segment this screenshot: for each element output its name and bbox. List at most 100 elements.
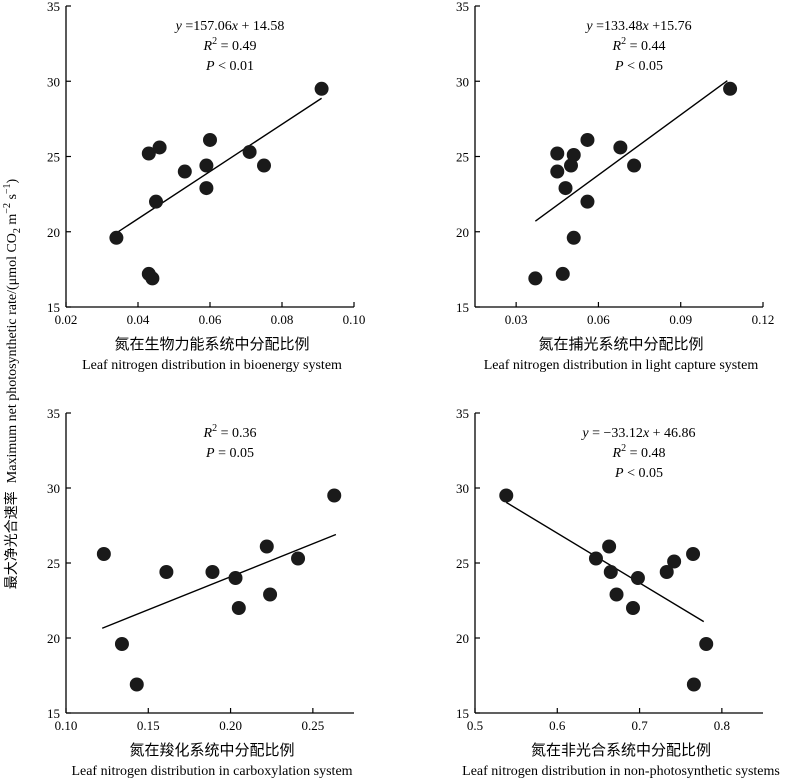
- y-tick-label: 35: [456, 0, 469, 14]
- data-point: [242, 144, 257, 159]
- svg-text:最大净光合速率Maximum net photosynthe: 最大净光合速率 Maximum net photosynthetic rate/(…: [2, 178, 23, 589]
- data-point: [627, 158, 642, 173]
- y-tick-label: 15: [47, 300, 60, 315]
- p-value-label: P = 0.05: [205, 446, 254, 461]
- regression-line: [505, 501, 705, 623]
- data-point: [145, 271, 160, 286]
- x-tick-label: 0.10: [343, 312, 366, 327]
- r-squared-label: R2 = 0.49: [203, 36, 257, 54]
- data-point: [613, 140, 628, 155]
- data-point: [659, 565, 674, 579]
- x-axis-label-en: Leaf nitrogen distribution in light capt…: [484, 358, 759, 373]
- y-label-mid2: s: [5, 194, 20, 203]
- y-label-sup2: −1: [2, 183, 13, 194]
- y-label-sub: 2: [12, 228, 23, 233]
- x-tick-label: 0.7: [631, 718, 648, 733]
- x-tick-label: 0.8: [714, 718, 730, 733]
- data-point: [114, 637, 129, 651]
- y-tick-label: 30: [47, 74, 60, 89]
- data-point: [566, 147, 581, 162]
- x-tick-label: 0.02: [55, 312, 78, 327]
- y-tick-label: 20: [456, 225, 469, 240]
- data-point: [228, 571, 243, 585]
- x-tick-label: 0.09: [669, 312, 692, 327]
- y-label-cn: 最大净光合速率: [3, 491, 20, 589]
- chart-panel-4: 15 20 25 30 35 0.5 0.6 0.7 0.8 y = −33.12x + 46.8…: [456, 406, 780, 779]
- data-point: [205, 565, 220, 579]
- data-point: [603, 565, 618, 579]
- data-point: [291, 551, 306, 566]
- data-point: [203, 132, 217, 147]
- x-tick-label: 0.10: [55, 718, 78, 733]
- x-tick-label: 0.5: [467, 718, 483, 733]
- x-axis-label-cn: 氮在生物力能系统中分配比例: [114, 335, 309, 353]
- data-point: [152, 140, 167, 155]
- y-tick-label: 20: [456, 631, 469, 646]
- y-tick-label: 25: [47, 556, 60, 571]
- data-point: [314, 81, 329, 96]
- data-point: [558, 181, 573, 196]
- y-tick-label: 30: [456, 481, 469, 496]
- y-tick-label: 20: [47, 631, 60, 646]
- data-point: [259, 539, 274, 554]
- data-point: [564, 158, 578, 173]
- x-tick-label: 0.06: [199, 312, 222, 327]
- data-point: [609, 587, 624, 602]
- y-tick-label: 25: [456, 150, 469, 165]
- data-point: [630, 571, 645, 585]
- y-label-en: Maximum net photosynthetic rate/(μmol CO: [5, 233, 20, 483]
- data-point: [686, 547, 701, 561]
- r-squared-label: R2 = 0.44: [612, 36, 666, 54]
- x-axis-label-en: Leaf nitrogen distribution in non-photos…: [462, 764, 780, 779]
- y-label-end: ): [5, 178, 20, 183]
- data-point: [580, 132, 595, 147]
- data-point: [555, 266, 570, 281]
- data-point: [199, 158, 214, 173]
- chart-panel-1: 15 20 25 30 35 0.02 0.04 0.06 0.08 0.10 y =157.06x…: [47, 0, 365, 373]
- p-value-label: P < 0.05: [614, 466, 663, 481]
- data-point: [686, 677, 701, 692]
- data-point: [588, 551, 603, 566]
- data-point: [625, 601, 640, 615]
- data-point: [550, 164, 565, 179]
- x-tick-label: 0.20: [219, 718, 242, 733]
- p-value-label: P < 0.05: [614, 59, 663, 74]
- data-point: [96, 547, 111, 561]
- data-point: [550, 146, 565, 161]
- data-point: [580, 194, 595, 209]
- data-point: [177, 164, 192, 179]
- regression-line: [116, 97, 322, 234]
- y-tick-label: 35: [47, 406, 60, 421]
- data-point: [667, 554, 682, 569]
- x-axis-label-cn: 氮在羧化系统中分配比例: [129, 741, 294, 759]
- data-point: [699, 637, 714, 651]
- x-tick-label: 0.04: [127, 312, 150, 327]
- x-axis-label-cn: 氮在非光合系统中分配比例: [531, 741, 711, 759]
- y-tick-label: 15: [456, 706, 469, 721]
- data-point: [723, 81, 738, 96]
- x-tick-label: 0.06: [587, 312, 610, 327]
- y-tick-label: 35: [47, 0, 60, 14]
- x-axis-label-cn: 氮在捕光系统中分配比例: [538, 335, 703, 353]
- y-tick-label: 30: [47, 481, 60, 496]
- x-axis-label-en: Leaf nitrogen distribution in carboxylat…: [71, 764, 352, 779]
- x-tick-label: 0.03: [505, 312, 528, 327]
- data-point: [566, 230, 581, 245]
- y-label-mid: m: [5, 214, 20, 229]
- p-value-label: P < 0.01: [205, 59, 254, 74]
- y-tick-label: 15: [47, 706, 60, 721]
- y-tick-label: 20: [47, 225, 60, 240]
- y-label-sup1: −2: [2, 203, 13, 214]
- regression-equation: y = −33.12x + 46.86: [580, 426, 695, 441]
- data-point: [257, 158, 271, 173]
- chart-panel-3: 15 20 25 30 35 0.10 0.15 0.20 0.25 R2 = 0.36 P = 0…: [47, 406, 354, 779]
- shared-y-axis-label: 最大净光合速率 Maximum net photosynthetic rate/(…: [2, 178, 23, 589]
- data-point: [141, 146, 156, 161]
- x-tick-label: 0.15: [137, 718, 160, 733]
- data-point: [199, 181, 214, 196]
- y-tick-label: 25: [47, 150, 60, 165]
- data-point: [263, 587, 278, 602]
- data-point: [109, 230, 124, 245]
- x-tick-label: 0.6: [549, 718, 566, 733]
